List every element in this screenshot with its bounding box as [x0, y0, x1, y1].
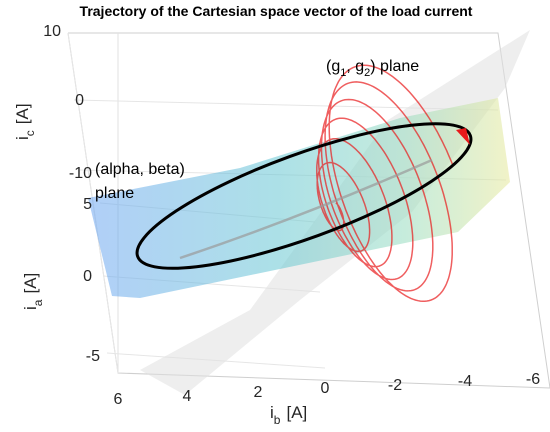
y-axis-label: ia[A]: [21, 273, 45, 310]
z-tick-0: 10: [43, 23, 61, 40]
x-tick-3: 0: [321, 380, 330, 397]
z-axis-label: ic[A]: [13, 103, 37, 140]
steady-state-ellipse-back: [179, 158, 433, 260]
steady-state-ellipse: [135, 122, 473, 270]
x-tick-4: -2: [388, 377, 402, 394]
x-tick-5: -4: [458, 373, 472, 390]
x-axis-label: ib [A]: [270, 403, 307, 427]
x-tick-0: 6: [114, 391, 123, 408]
y-tick-2: -5: [86, 348, 100, 365]
g1g2-plane-label: (g1, g2) plane: [326, 58, 419, 79]
x-axis-ticks: 6 4 2 0 -2 -4 -6: [114, 371, 541, 408]
transient-trajectory: [316, 64, 454, 303]
x-tick-1: 4: [183, 388, 192, 405]
z-tick-1: 0: [75, 92, 84, 109]
direction-arrow: [456, 128, 470, 145]
chart-title: Trajectory of the Cartesian space vector…: [80, 3, 473, 19]
z-tick-2: -10: [69, 165, 92, 182]
y-tick-0: 5: [83, 196, 92, 213]
z-axis-ticks: 10 0 -10: [43, 23, 92, 182]
y-tick-1: 0: [83, 268, 92, 285]
y-axis-ticks: 5 0 -5: [83, 196, 100, 365]
x-tick-6: -6: [526, 371, 540, 388]
alpha-beta-plane-label-1: (alpha, beta): [95, 161, 185, 178]
alpha-beta-plane-label-2: plane: [95, 185, 134, 202]
x-tick-2: 2: [254, 384, 263, 401]
